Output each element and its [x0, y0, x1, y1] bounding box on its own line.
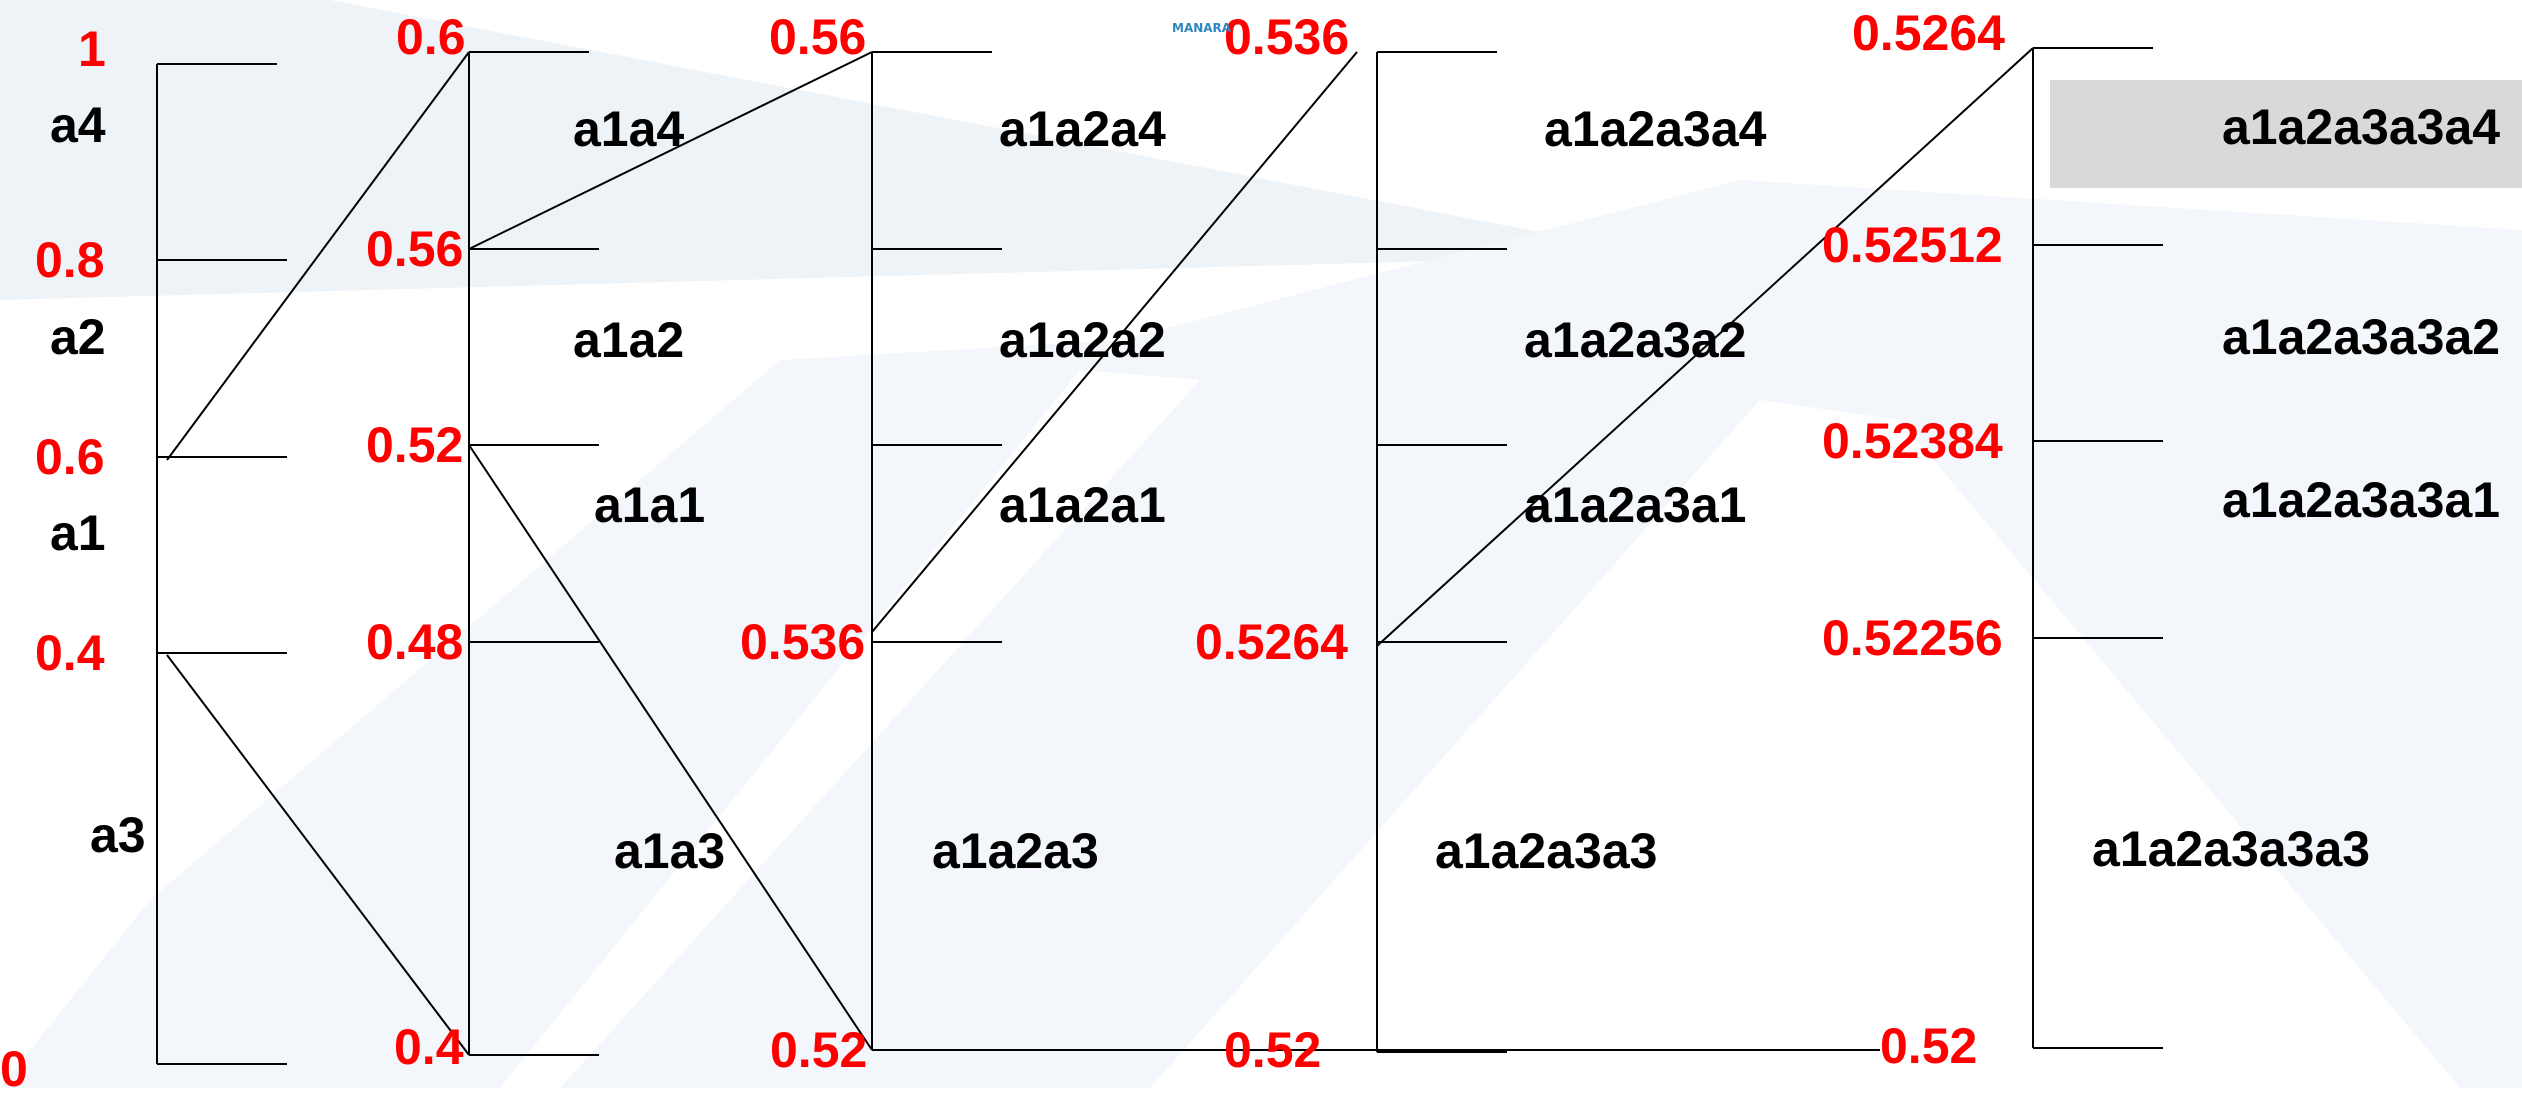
symbol-label-2-0: a1a4 [573, 101, 685, 157]
symbol-label-1-3: a3 [90, 807, 146, 863]
symbol-label-3-1: a1a2a2 [999, 312, 1166, 368]
bound-value-2-2: 0.52 [366, 417, 464, 473]
symbol-label-3-2: a1a2a1 [999, 477, 1166, 533]
bound-value-1-2: 0.6 [35, 429, 105, 485]
bound-value-2-1: 0.56 [366, 221, 464, 277]
symbol-label-5-2: a1a2a3a3a1 [2222, 472, 2501, 528]
bound-value-3-0: 0.56 [769, 9, 867, 65]
bound-value-5-1: 0.52512 [1822, 217, 2003, 273]
bound-value-3-1: 0.536 [740, 614, 866, 670]
bound-value-1-0: 1 [78, 21, 106, 77]
bound-value-2-0: 0.6 [396, 9, 466, 65]
zoom-line-1-bottom [166, 654, 470, 1056]
symbol-label-3-0: a1a2a4 [999, 101, 1166, 157]
zoom-line-4-top [1376, 47, 2034, 647]
zoom-line-2-bottom [468, 444, 873, 1051]
bound-value-4-0: 0.536 [1224, 9, 1350, 65]
symbol-label-4-1: a1a2a3a2 [1524, 312, 1747, 368]
symbol-label-1-0: a4 [50, 97, 106, 153]
bound-value-1-4: 0 [0, 1041, 28, 1097]
bound-value-4-1: 0.5264 [1195, 614, 1348, 670]
watermark-shape-top [0, 0, 1660, 300]
bound-value-1-3: 0.4 [35, 625, 105, 681]
bound-value-5-3: 0.52256 [1822, 610, 2003, 666]
bound-value-1-1: 0.8 [35, 232, 105, 288]
bound-value-4-2: 0.52 [1224, 1022, 1322, 1078]
symbol-label-4-0: a1a2a3a4 [1544, 101, 1767, 157]
symbol-label-2-3: a1a3 [614, 823, 726, 879]
symbol-label-2-2: a1a1 [594, 477, 706, 533]
bound-value-5-2: 0.52384 [1822, 413, 2003, 469]
bound-value-5-0: 0.5264 [1852, 5, 2005, 61]
symbol-label-4-3: a1a2a3a3 [1435, 823, 1658, 879]
bound-value-2-4: 0.4 [394, 1019, 464, 1075]
bound-value-2-3: 0.48 [366, 614, 464, 670]
bound-value-5-4: 0.52 [1880, 1018, 1978, 1074]
zoom-line-2-top [468, 51, 873, 250]
watermark-shape-bottom [0, 180, 2522, 1088]
highlight-box [2050, 80, 2522, 188]
symbol-label-5-0: a1a2a3a3a4 [2222, 99, 2501, 155]
symbol-label-2-1: a1a2 [573, 312, 685, 368]
watermark-logo: MANARA [1172, 21, 1232, 35]
symbol-label-5-3: a1a2a3a3a3 [2092, 821, 2371, 877]
zoom-line-1-top [166, 51, 470, 461]
symbol-label-1-1: a2 [50, 309, 106, 365]
symbol-label-5-1: a1a2a3a3a2 [2222, 309, 2501, 365]
zoom-line-3-top [871, 51, 1358, 633]
symbol-label-1-2: a1 [50, 505, 106, 561]
symbol-label-4-2: a1a2a3a1 [1524, 477, 1747, 533]
symbol-label-3-3: a1a2a3 [932, 823, 1099, 879]
bound-value-3-2: 0.52 [770, 1022, 868, 1078]
